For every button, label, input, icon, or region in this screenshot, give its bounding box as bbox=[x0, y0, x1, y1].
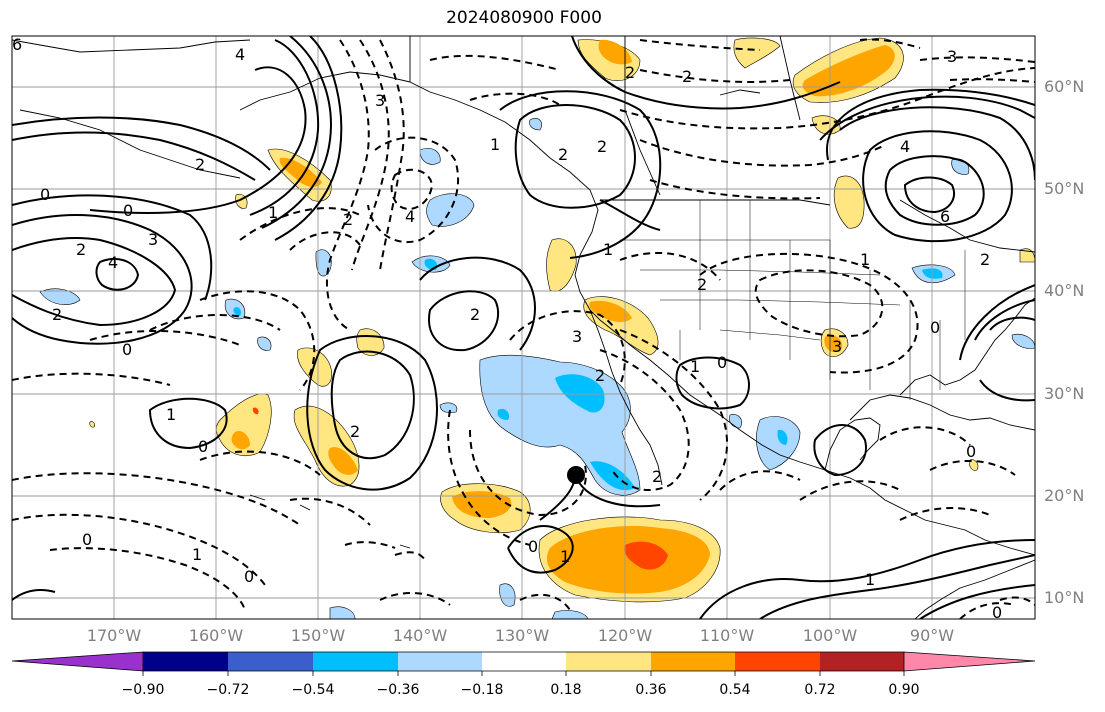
svg-text:0: 0 bbox=[82, 530, 92, 549]
colorbar-bin bbox=[228, 652, 313, 671]
moderate-positive-shading bbox=[231, 39, 895, 594]
colorbar-over-extend bbox=[903, 651, 1036, 672]
colorbar-tick-label: 0.36 bbox=[635, 682, 667, 698]
lat-label-20n: 20°N bbox=[1044, 486, 1085, 505]
svg-text:2: 2 bbox=[76, 240, 86, 259]
svg-text:0: 0 bbox=[528, 537, 538, 556]
colorbar-tick-label: 0.18 bbox=[550, 682, 582, 698]
svg-text:3: 3 bbox=[375, 91, 385, 110]
svg-text:1: 1 bbox=[860, 250, 870, 269]
svg-text:3: 3 bbox=[832, 337, 842, 356]
colorbar-bin bbox=[313, 652, 398, 671]
lon-label-160w: 160°W bbox=[188, 626, 244, 645]
lat-label-10n: 10°N bbox=[1044, 588, 1085, 607]
svg-text:1: 1 bbox=[603, 240, 613, 259]
svg-text:1: 1 bbox=[690, 357, 700, 376]
colorbar-tick-label: 0.90 bbox=[888, 682, 920, 698]
svg-text:1: 1 bbox=[865, 570, 875, 589]
lon-label-90w: 90°W bbox=[909, 626, 955, 645]
svg-text:2: 2 bbox=[195, 155, 205, 174]
lon-label-150w: 150°W bbox=[290, 626, 346, 645]
svg-text:0: 0 bbox=[966, 442, 976, 461]
svg-text:1: 1 bbox=[490, 135, 500, 154]
svg-text:0: 0 bbox=[122, 340, 132, 359]
colorbar-tick-label: 0.72 bbox=[804, 682, 836, 698]
svg-text:4: 4 bbox=[405, 207, 415, 226]
lat-label-30n: 30°N bbox=[1044, 384, 1085, 403]
state-boundaries bbox=[620, 200, 966, 400]
colorbar-tick-label: −0.90 bbox=[121, 682, 165, 698]
svg-text:4: 4 bbox=[108, 253, 118, 272]
lat-label-50n: 50°N bbox=[1044, 179, 1085, 198]
lon-label-110w: 110°W bbox=[699, 626, 755, 645]
svg-text:2: 2 bbox=[558, 145, 568, 164]
svg-text:2: 2 bbox=[52, 305, 62, 324]
svg-text:1: 1 bbox=[268, 203, 278, 222]
svg-text:1: 1 bbox=[166, 405, 176, 424]
svg-text:3: 3 bbox=[947, 47, 957, 66]
svg-text:0: 0 bbox=[992, 603, 1002, 622]
svg-text:2: 2 bbox=[697, 275, 707, 294]
svg-text:2: 2 bbox=[595, 366, 605, 385]
svg-text:2: 2 bbox=[350, 422, 360, 441]
colorbar-bin bbox=[482, 652, 566, 671]
svg-text:0: 0 bbox=[717, 353, 727, 372]
colorbar-tick-label: −0.18 bbox=[460, 682, 504, 698]
svg-text:0: 0 bbox=[244, 567, 254, 586]
colorbar-bin bbox=[398, 652, 482, 671]
colorbar-tick-label: −0.36 bbox=[376, 682, 420, 698]
svg-text:4: 4 bbox=[900, 137, 910, 156]
lat-label-40n: 40°N bbox=[1044, 281, 1085, 300]
colorbar-bin bbox=[566, 652, 651, 671]
svg-text:3: 3 bbox=[572, 327, 582, 346]
svg-text:6: 6 bbox=[940, 207, 950, 226]
svg-text:0: 0 bbox=[123, 201, 133, 220]
colorbar-under-extend bbox=[11, 651, 144, 672]
colorbar-bin bbox=[820, 652, 904, 671]
strong-positive-shading bbox=[252, 407, 668, 570]
colorbar-tick-label: 0.54 bbox=[719, 682, 751, 698]
svg-text:2: 2 bbox=[980, 250, 990, 269]
lat-label-60n: 60°N bbox=[1044, 77, 1085, 96]
lon-label-120w: 120°W bbox=[597, 626, 653, 645]
lon-label-170w: 170°W bbox=[86, 626, 142, 645]
negative-contour-labels: 3 4 2 1 2 3 2 0 1 2 2 0 1 2 3 0 1 3 bbox=[192, 47, 1002, 622]
colorbar-tick-label: −0.54 bbox=[291, 682, 335, 698]
colorbar-bin bbox=[735, 652, 820, 671]
svg-text:2: 2 bbox=[652, 467, 662, 486]
svg-text:0: 0 bbox=[40, 185, 50, 204]
svg-text:3: 3 bbox=[148, 230, 158, 249]
svg-text:1: 1 bbox=[560, 547, 570, 566]
svg-text:2: 2 bbox=[597, 137, 607, 156]
negative-contours bbox=[12, 38, 1035, 619]
svg-text:0: 0 bbox=[198, 437, 208, 456]
coastlines bbox=[12, 36, 1035, 619]
storm-center-dot bbox=[567, 466, 585, 484]
positive-contours bbox=[12, 36, 1035, 619]
svg-text:2: 2 bbox=[625, 63, 635, 82]
colorbar bbox=[11, 651, 1036, 676]
lon-label-130w: 130°W bbox=[494, 626, 550, 645]
colorbar-bin bbox=[651, 652, 735, 671]
svg-text:0: 0 bbox=[930, 318, 940, 337]
colorbar-bin bbox=[143, 652, 228, 671]
colorbar-tick-label: −0.72 bbox=[206, 682, 250, 698]
svg-text:1: 1 bbox=[192, 545, 202, 564]
svg-text:2: 2 bbox=[682, 67, 692, 86]
map-frame bbox=[11, 35, 1036, 620]
svg-text:6: 6 bbox=[12, 35, 22, 54]
lon-label-100w: 100°W bbox=[802, 626, 858, 645]
lon-label-140w: 140°W bbox=[392, 626, 448, 645]
map-title: 2024080900 F000 bbox=[446, 8, 602, 28]
svg-text:2: 2 bbox=[470, 305, 480, 324]
svg-text:2: 2 bbox=[343, 210, 353, 229]
svg-text:4: 4 bbox=[235, 45, 245, 64]
contour-labels: 6 4 2 2 1 0 2 3 4 2 2 0 1 2 2 1 0 0 1 4 … bbox=[12, 35, 990, 586]
